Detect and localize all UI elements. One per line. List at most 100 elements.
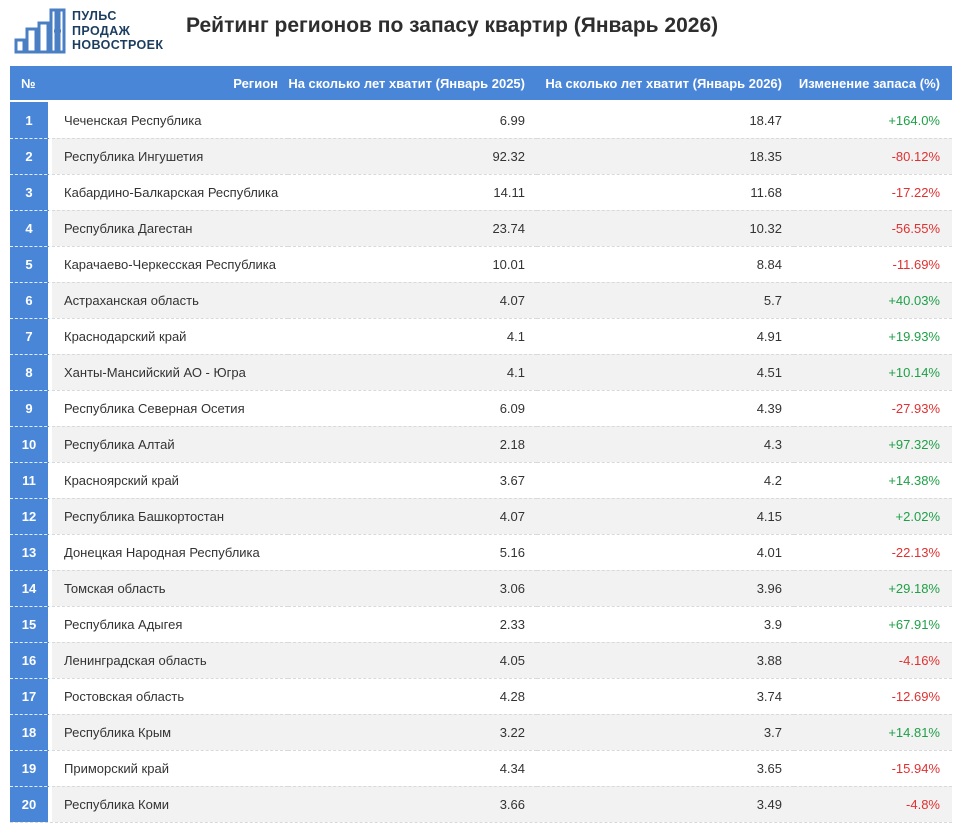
change-cell: -4.16% (794, 642, 952, 678)
column-header-region: Регион (233, 75, 278, 91)
years-2025-cell: 5.16 (288, 534, 537, 570)
years-2026-cell: 18.47 (537, 102, 794, 138)
change-cell: -27.93% (794, 390, 952, 426)
table-row: 5 Карачаево-Черкесская Республика 10.01 8.8… (10, 246, 952, 282)
bar-chart-buildings-icon (14, 8, 66, 54)
table-header-row: № Регион На сколько лет хватит (Январь 2… (10, 66, 952, 100)
rank-cell: 9 (10, 390, 52, 426)
rank-cell: 7 (10, 318, 52, 354)
years-2026-cell: 4.39 (537, 390, 794, 426)
table-row: 15 Республика Адыгея 2.33 3.9 +67.91% (10, 606, 952, 642)
region-cell: Республика Дагестан (52, 210, 288, 246)
years-2025-cell: 2.33 (288, 606, 537, 642)
top-bar: ПУЛЬС ПРОДАЖ НОВОСТРОЕК Рейтинг регионов… (0, 0, 962, 66)
regions-stock-table: № Регион На сколько лет хватит (Январь 2… (10, 66, 952, 823)
years-2026-cell: 4.15 (537, 498, 794, 534)
years-2026-cell: 4.2 (537, 462, 794, 498)
table-row: 18 Республика Крым 3.22 3.7 +14.81% (10, 714, 952, 750)
years-2026-cell: 10.32 (537, 210, 794, 246)
years-2026-cell: 3.74 (537, 678, 794, 714)
region-cell: Приморский край (52, 750, 288, 786)
years-2025-cell: 10.01 (288, 246, 537, 282)
change-cell: -4.8% (794, 786, 952, 822)
years-2026-cell: 3.88 (537, 642, 794, 678)
change-cell: +14.38% (794, 462, 952, 498)
years-2026-cell: 18.35 (537, 138, 794, 174)
change-cell: +67.91% (794, 606, 952, 642)
years-2026-cell: 3.96 (537, 570, 794, 606)
years-2025-cell: 6.99 (288, 102, 537, 138)
table-row: 7 Краснодарский край 4.1 4.91 +19.93% (10, 318, 952, 354)
region-cell: Астраханская область (52, 282, 288, 318)
change-cell: -56.55% (794, 210, 952, 246)
table-row: 19 Приморский край 4.34 3.65 -15.94% (10, 750, 952, 786)
column-header-change: Изменение запаса (%) (798, 75, 940, 91)
years-2026-cell: 4.3 (537, 426, 794, 462)
years-2025-cell: 3.22 (288, 714, 537, 750)
column-header-years-2026: На сколько лет хватит (Январь 2026) (545, 75, 782, 91)
region-cell: Республика Башкортостан (52, 498, 288, 534)
years-2026-cell: 3.7 (537, 714, 794, 750)
change-cell: -12.69% (794, 678, 952, 714)
years-2026-cell: 3.65 (537, 750, 794, 786)
rank-cell: 16 (10, 642, 52, 678)
years-2025-cell: 92.32 (288, 138, 537, 174)
years-2026-cell: 3.49 (537, 786, 794, 822)
years-2025-cell: 23.74 (288, 210, 537, 246)
table-row: 11 Красноярский край 3.67 4.2 +14.38% (10, 462, 952, 498)
page-title: Рейтинг регионов по запасу квартир (Янва… (186, 14, 719, 37)
change-cell: -22.13% (794, 534, 952, 570)
rank-cell: 8 (10, 354, 52, 390)
region-cell: Краснодарский край (52, 318, 288, 354)
years-2025-cell: 3.06 (288, 570, 537, 606)
change-cell: +10.14% (794, 354, 952, 390)
rank-cell: 3 (10, 174, 52, 210)
rank-cell: 14 (10, 570, 52, 606)
years-2025-cell: 2.18 (288, 426, 537, 462)
years-2025-cell: 4.05 (288, 642, 537, 678)
region-cell: Томская область (52, 570, 288, 606)
table-row: 6 Астраханская область 4.07 5.7 +40.03% (10, 282, 952, 318)
table-row: 1 Чеченская Республика 6.99 18.47 +164.0% (10, 102, 952, 138)
change-cell: +164.0% (794, 102, 952, 138)
change-cell: -15.94% (794, 750, 952, 786)
rank-cell: 4 (10, 210, 52, 246)
rank-cell: 19 (10, 750, 52, 786)
years-2025-cell: 4.28 (288, 678, 537, 714)
years-2025-cell: 4.34 (288, 750, 537, 786)
region-cell: Республика Ингушетия (52, 138, 288, 174)
region-cell: Ленинградская область (52, 642, 288, 678)
years-2025-cell: 4.1 (288, 318, 537, 354)
change-cell: +19.93% (794, 318, 952, 354)
change-cell: +40.03% (794, 282, 952, 318)
region-cell: Ханты-Мансийский АО - Югра (52, 354, 288, 390)
table-body: 1 Чеченская Республика 6.99 18.47 +164.0% 2 Ре… (10, 102, 952, 823)
region-cell: Карачаево-Черкесская Республика (52, 246, 288, 282)
table-row: 10 Республика Алтай 2.18 4.3 +97.32% (10, 426, 952, 462)
years-2026-cell: 8.84 (537, 246, 794, 282)
region-cell: Чеченская Республика (52, 102, 288, 138)
years-2026-cell: 5.7 (537, 282, 794, 318)
table-row: 2 Республика Ингушетия 92.32 18.35 -80.12% (10, 138, 952, 174)
table-row: 9 Республика Северная Осетия 6.09 4.39 -27.9… (10, 390, 952, 426)
rank-cell: 15 (10, 606, 52, 642)
change-cell: +97.32% (794, 426, 952, 462)
years-2026-cell: 4.91 (537, 318, 794, 354)
region-cell: Ростовская область (52, 678, 288, 714)
column-header-years-2025: На сколько лет хватит (Январь 2025) (288, 75, 525, 91)
years-2025-cell: 4.07 (288, 498, 537, 534)
table-row: 4 Республика Дагестан 23.74 10.32 -56.55% (10, 210, 952, 246)
table-row: 17 Ростовская область 4.28 3.74 -12.69% (10, 678, 952, 714)
region-cell: Республика Коми (52, 786, 288, 822)
years-2025-cell: 3.67 (288, 462, 537, 498)
brand-logo: ПУЛЬС ПРОДАЖ НОВОСТРОЕК (14, 8, 163, 54)
region-cell: Республика Крым (52, 714, 288, 750)
rank-cell: 2 (10, 138, 52, 174)
rank-cell: 5 (10, 246, 52, 282)
rank-cell: 1 (10, 102, 52, 138)
column-header-rank: № (21, 75, 36, 91)
table-row: 13 Донецкая Народная Республика 5.16 4.01 -2… (10, 534, 952, 570)
rank-cell: 12 (10, 498, 52, 534)
change-cell: -80.12% (794, 138, 952, 174)
rank-cell: 6 (10, 282, 52, 318)
